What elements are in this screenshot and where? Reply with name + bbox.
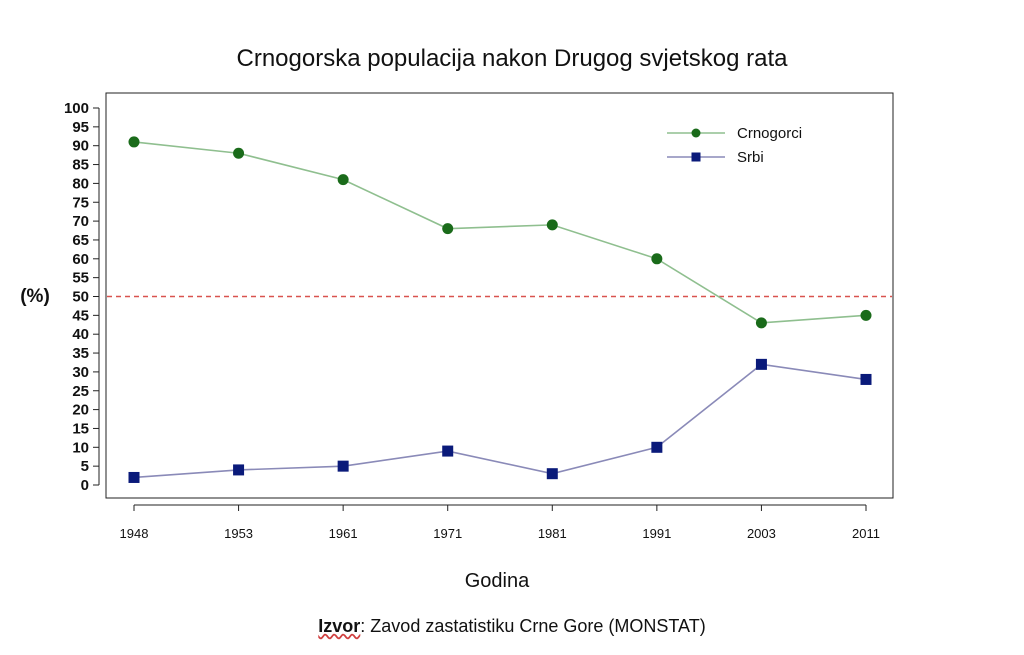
data-point-srbi — [651, 441, 663, 453]
x-tick-label: 1953 — [224, 526, 253, 541]
data-point-crnogorci — [860, 309, 872, 321]
source-text: : Zavod zastatistiku Crne Gore (MONSTAT) — [360, 616, 706, 636]
series-srbi — [128, 358, 872, 483]
data-point-srbi — [128, 471, 140, 483]
x-tick-label: 2011 — [852, 526, 880, 541]
y-tick-label: 80 — [72, 175, 89, 192]
legend-item-crnogorci: Crnogorci — [667, 125, 802, 142]
line-chart: Crnogorska populacija nakon Drugog svjet… — [20, 45, 894, 592]
data-point-crnogorci — [128, 136, 140, 148]
y-tick-label: 25 — [72, 383, 89, 400]
y-tick-label: 95 — [72, 119, 89, 136]
x-tick-label: 1991 — [642, 526, 671, 541]
data-point-srbi — [860, 373, 872, 385]
source-note: Izvor: Zavod zastatistiku Crne Gore (MON… — [0, 616, 1024, 637]
y-tick-label: 90 — [72, 138, 89, 155]
y-tick-label: 55 — [72, 270, 89, 287]
y-tick-label: 60 — [72, 251, 89, 268]
data-point-crnogorci — [755, 317, 767, 329]
data-point-crnogorci — [233, 147, 245, 159]
y-tick-label: 15 — [72, 420, 89, 437]
data-point-srbi — [233, 464, 245, 476]
series-crnogorci — [128, 136, 872, 329]
legend: Crnogorci Srbi — [667, 125, 802, 166]
y-tick-label: 50 — [72, 289, 89, 306]
legend-marker — [691, 152, 701, 162]
y-tick-label: 75 — [72, 194, 89, 211]
legend-label: Crnogorci — [737, 125, 802, 142]
source-label: Izvor — [318, 616, 361, 636]
plot-area — [105, 92, 894, 499]
y-tick-label: 70 — [72, 213, 89, 230]
x-tick-label: 1971 — [433, 526, 462, 541]
x-tick-label: 1961 — [329, 526, 358, 541]
x-axis: 1948 1953 1961 1971 1981 1991 2003 2011 — [120, 504, 880, 541]
series-layer — [128, 136, 872, 483]
data-point-srbi — [442, 445, 454, 457]
y-tick-label: 10 — [72, 439, 89, 456]
y-tick-label: 85 — [72, 157, 89, 174]
y-tick-label: 40 — [72, 326, 89, 343]
chart-title: Crnogorska populacija nakon Drugog svjet… — [237, 45, 789, 72]
y-tick-label: 5 — [81, 458, 89, 475]
data-point-srbi — [337, 460, 349, 472]
data-point-crnogorci — [546, 219, 558, 231]
y-tick-label: 20 — [72, 402, 89, 419]
y-tick-label: 100 — [64, 100, 89, 117]
y-tick-label: 45 — [72, 307, 89, 324]
data-point-srbi — [755, 358, 767, 370]
x-tick-label: 1981 — [538, 526, 567, 541]
y-axis-label: (%) — [20, 286, 50, 307]
legend-label: Srbi — [737, 149, 764, 166]
data-point-crnogorci — [337, 174, 349, 186]
legend-item-srbi: Srbi — [667, 149, 764, 166]
series-line-srbi — [133, 363, 867, 479]
x-tick-label: 2003 — [747, 526, 776, 541]
data-point-crnogorci — [442, 223, 454, 235]
legend-marker — [691, 128, 701, 138]
x-tick-label: 1948 — [120, 526, 149, 541]
y-tick-label: 0 — [81, 477, 89, 494]
x-axis-label: Godina — [465, 570, 530, 592]
y-tick-label: 35 — [72, 345, 89, 362]
data-point-srbi — [546, 468, 558, 480]
y-tick-label: 30 — [72, 364, 89, 381]
y-tick-label: 65 — [72, 232, 89, 249]
series-line-crnogorci — [133, 141, 867, 324]
data-point-crnogorci — [651, 253, 663, 265]
